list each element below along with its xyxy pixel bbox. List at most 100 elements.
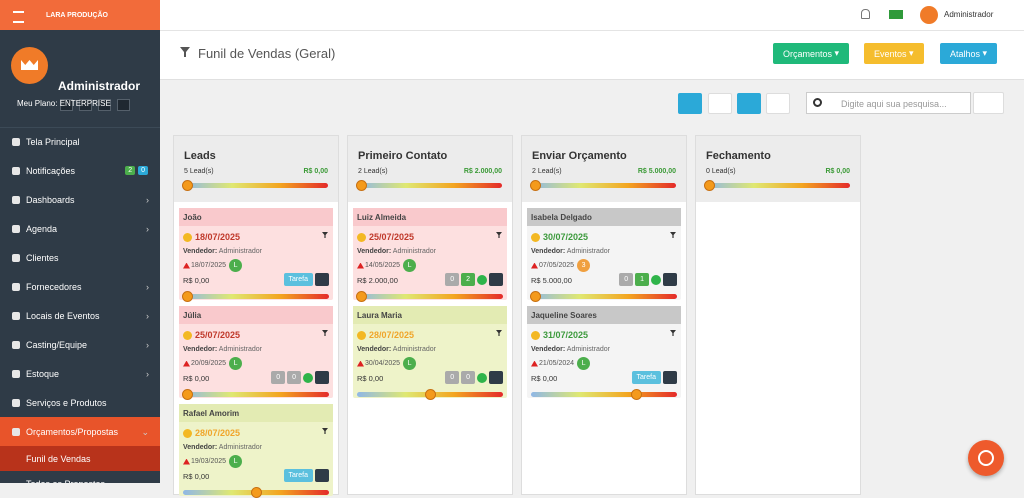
lead-date: 25/07/2025	[356, 232, 415, 242]
menu-item[interactable]: Dashboards ›	[0, 185, 160, 214]
lead-date: 25/07/2025	[182, 330, 241, 340]
created: 14/05/2025 L	[357, 259, 417, 272]
open-button[interactable]	[489, 273, 503, 286]
open-button[interactable]	[489, 371, 503, 384]
link-count[interactable]: 2	[461, 273, 475, 286]
lead-value: R$ 0,00	[183, 472, 210, 481]
column: Enviar Orçamento 2 Lead(s) R$ 5.000,00 Isab…	[521, 135, 687, 495]
link-count[interactable]: 1	[635, 273, 649, 286]
bell-icon[interactable]	[861, 9, 870, 19]
seller: Vendedor: Administrador	[183, 346, 262, 353]
status-badge: 3	[577, 259, 591, 272]
menu-label: Notificações	[26, 165, 76, 176]
created-date: 19/03/2025	[191, 458, 227, 465]
help-button[interactable]	[968, 440, 1004, 476]
open-button[interactable]	[315, 469, 329, 482]
icon-button[interactable]	[98, 99, 111, 111]
column-header: Leads 5 Lead(s) R$ 0,00	[174, 136, 338, 202]
lead-name: Luiz Almeida	[353, 208, 507, 226]
lead-value: R$ 2.000,00	[357, 276, 398, 285]
filter-icon	[322, 428, 328, 434]
sort-button[interactable]	[678, 93, 702, 114]
created: 07/05/2025 3	[531, 259, 591, 272]
lead-card[interactable]: João 18/07/2025 Vendedor: Administrador 18/…	[179, 208, 333, 302]
button[interactable]: Orçamentos ▾	[773, 43, 850, 64]
email-count[interactable]: 0	[445, 371, 460, 384]
icon-button[interactable]	[117, 99, 130, 111]
task-button[interactable]: Tarefa	[631, 371, 661, 384]
column-total: R$ 0,00	[303, 168, 328, 175]
lead-date: 30/07/2025	[530, 232, 589, 242]
open-button[interactable]	[315, 371, 329, 384]
menu-item[interactable]: Tela Principal	[0, 127, 160, 156]
menu-label: Dashboards	[26, 194, 75, 205]
menu-item[interactable]: Locais de Eventos ›	[0, 301, 160, 330]
seller-label: Vendedor:	[531, 248, 566, 255]
lead-date: 28/07/2025	[182, 428, 241, 438]
lead-card[interactable]: Luiz Almeida 25/07/2025 Vendedor: Administ…	[353, 208, 507, 302]
menu-item[interactable]: Agenda ›	[0, 214, 160, 243]
flag-icon[interactable]	[889, 10, 903, 19]
column-total: R$ 0,00	[825, 168, 850, 175]
lead-card[interactable]: Isabela Delgado 30/07/2025 Vendedor: Admin…	[527, 208, 681, 302]
chevron: ⌄	[141, 427, 149, 437]
gauge	[357, 389, 503, 400]
lead-date: 18/07/2025	[182, 232, 241, 242]
seller-name: Administrador	[566, 346, 610, 353]
column-title: Primeiro Contato	[358, 150, 448, 162]
lead-card[interactable]: Laura Maria 28/07/2025 Vendedor: Administr…	[353, 306, 507, 400]
button[interactable]: Atalhos ▾	[940, 43, 998, 64]
open-button[interactable]	[663, 273, 677, 286]
menu-icon	[12, 225, 20, 233]
button[interactable]: Eventos ▾	[864, 43, 924, 64]
email-count[interactable]: 0	[271, 371, 286, 384]
submenu-item[interactable]: Funil de Vendas	[0, 446, 160, 471]
task-button[interactable]: Tarefa	[283, 469, 313, 482]
menu-icon	[12, 370, 20, 378]
icon-button[interactable]	[79, 99, 92, 111]
link-count[interactable]: 0	[461, 371, 475, 384]
menu-icon	[12, 196, 20, 204]
menu-label: Orçamentos/Propostas	[26, 426, 119, 437]
search-input[interactable]: Digite aqui sua pesquisa...	[806, 92, 971, 114]
menu-item[interactable]: Fornecedores ›	[0, 272, 160, 301]
menu-item[interactable]: Clientes	[0, 243, 160, 272]
filter-button[interactable]	[708, 93, 732, 114]
email-count[interactable]: 0	[445, 273, 460, 286]
link-count[interactable]: 0	[287, 371, 301, 384]
menu-item[interactable]: Serviços e Produtos	[0, 388, 160, 417]
menu-icon	[12, 341, 20, 349]
settings-button[interactable]	[737, 93, 761, 114]
lead-name: João	[179, 208, 333, 226]
menu-badge: 0	[138, 166, 148, 175]
lead-name: Rafael Amorim	[179, 404, 333, 422]
submenu-item[interactable]: Todas as Propostas	[0, 471, 160, 484]
expand-button[interactable]	[766, 93, 790, 114]
gauge	[356, 291, 503, 302]
menu-item[interactable]: Casting/Equipe ›	[0, 330, 160, 359]
menu-item[interactable]: Notificações 2 0	[0, 156, 160, 185]
lead-card[interactable]: Júlia 25/07/2025 Vendedor: Administrador 20…	[179, 306, 333, 400]
created: 19/03/2025 L	[183, 455, 243, 468]
task-button[interactable]: Tarefa	[283, 273, 313, 286]
lead-card[interactable]: Jaqueline Soares 31/07/2025 Vendedor: Admi…	[527, 306, 681, 400]
gauge	[529, 180, 676, 191]
lead-card[interactable]: Rafael Amorim 28/07/2025 Vendedor: Adminis…	[179, 404, 333, 498]
status-badge: L	[229, 259, 243, 272]
menu: Tela Principal Notificações 2 0 Dashboards › A…	[0, 127, 160, 483]
status-badge: L	[229, 357, 243, 370]
topbar-user[interactable]: Administrador	[944, 10, 994, 19]
icon-button[interactable]	[60, 99, 73, 111]
menu-item[interactable]: Estoque ›	[0, 359, 160, 388]
email-count[interactable]: 0	[619, 273, 634, 286]
options-button[interactable]	[973, 92, 1004, 114]
button-label: Orçamentos	[783, 48, 833, 59]
brand[interactable]: LARA PRODUÇÃO	[0, 0, 160, 30]
menu-item[interactable]: Orçamentos/Propostas ⌄	[0, 417, 160, 446]
open-button[interactable]	[663, 371, 677, 384]
gauge-knob	[703, 180, 715, 191]
open-button[interactable]	[315, 273, 329, 286]
chevron: ›	[146, 369, 149, 379]
avatar[interactable]	[920, 6, 938, 24]
